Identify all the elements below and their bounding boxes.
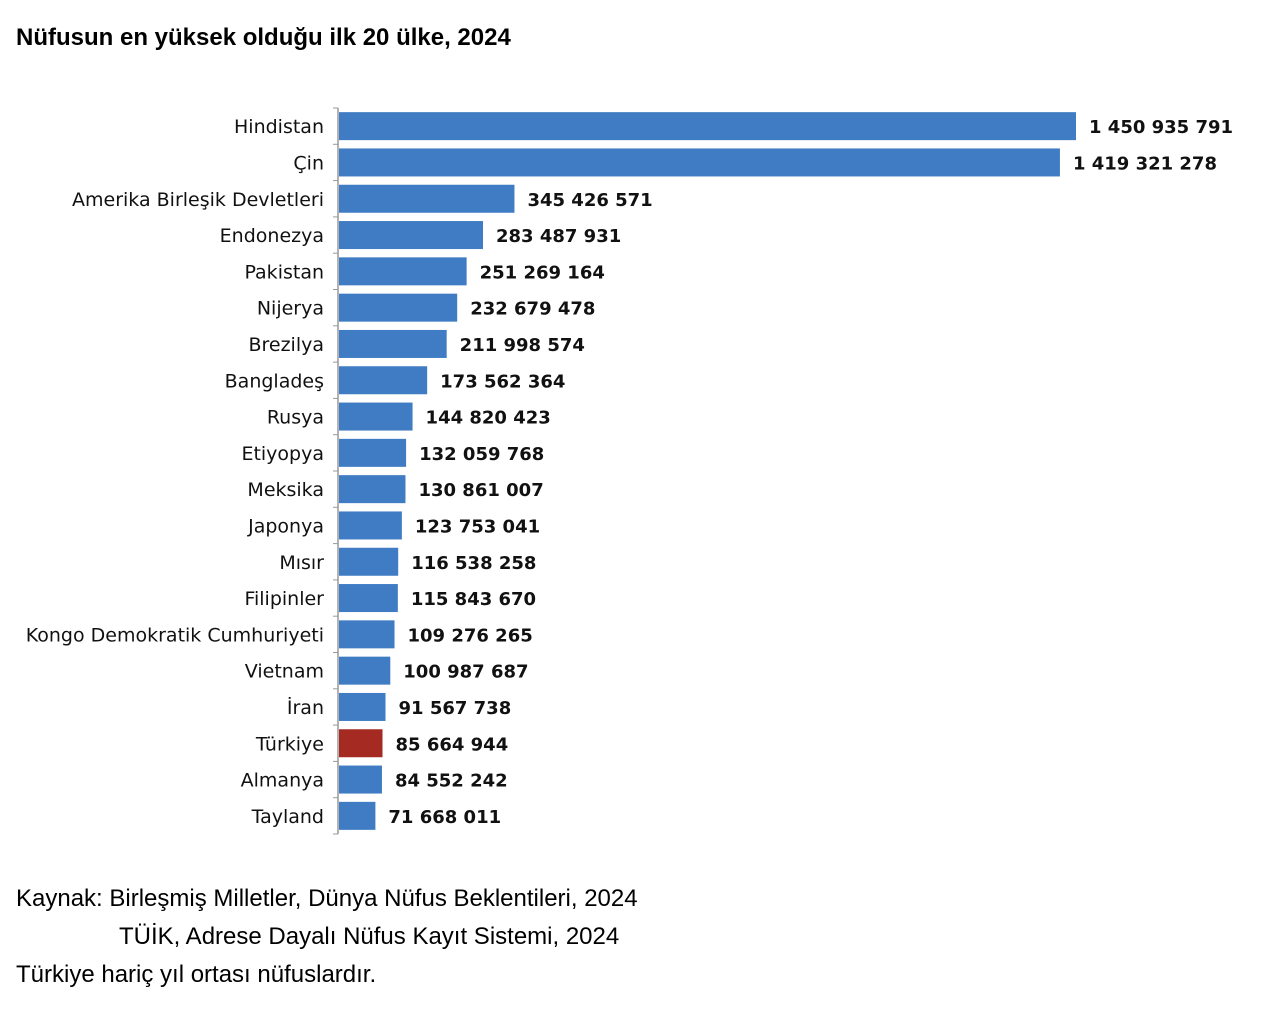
chart-axis	[333, 107, 339, 835]
category-label: Almanya	[241, 770, 324, 792]
category-label: Vietnam	[245, 661, 324, 683]
value-label: 345 426 571	[527, 190, 652, 211]
chart-labels: Hindistan 1 450 935 791 Çin 1 419 321 278 Am…	[26, 116, 1233, 828]
category-label: Endonezya	[220, 225, 324, 247]
bar	[339, 801, 376, 830]
category-label: İran	[287, 696, 324, 719]
value-label: 91 567 738	[399, 698, 512, 719]
category-label: Türkiye	[255, 733, 324, 755]
bar	[339, 765, 382, 794]
value-label: 173 562 364	[440, 371, 565, 392]
value-label: 232 679 478	[470, 299, 595, 320]
bar	[339, 584, 398, 613]
value-label: 109 276 265	[408, 625, 533, 646]
source-line-1: Kaynak: Birleşmiş Milletler, Dünya Nüfus…	[16, 880, 638, 918]
category-label: Çin	[293, 152, 324, 174]
value-label: 84 552 242	[395, 771, 508, 792]
category-label: Mısır	[279, 552, 324, 574]
bar	[339, 547, 399, 576]
value-label: 130 861 007	[418, 480, 543, 501]
chart-title: Nüfusun en yüksek olduğu ilk 20 ülke, 20…	[16, 24, 511, 51]
bar	[339, 112, 1076, 141]
value-label: 1 419 321 278	[1073, 153, 1217, 174]
bar	[339, 620, 395, 649]
value-label: 144 820 423	[426, 408, 551, 429]
value-label: 71 668 011	[388, 807, 501, 828]
bar	[339, 692, 386, 721]
category-label: Etiyopya	[241, 443, 324, 465]
category-label: Bangladeş	[225, 370, 324, 392]
category-label: Amerika Birleşik Devletleri	[72, 189, 324, 211]
category-label: Brezilya	[248, 334, 324, 356]
value-label: 115 843 670	[411, 589, 536, 610]
bar	[339, 221, 483, 250]
bar-chart: Hindistan 1 450 935 791 Çin 1 419 321 278 Am…	[26, 107, 1233, 835]
value-label: 211 998 574	[460, 335, 585, 356]
bar	[339, 475, 406, 504]
category-label: Meksika	[247, 479, 324, 501]
value-label: 132 059 768	[419, 444, 544, 465]
bar	[339, 656, 391, 685]
bar	[339, 402, 413, 431]
category-label: Japonya	[247, 515, 324, 537]
value-label: 283 487 931	[496, 226, 621, 247]
value-label: 85 664 944	[396, 734, 509, 755]
bar	[339, 257, 467, 286]
category-label: Rusya	[267, 407, 324, 429]
source-1: Birleşmiş Milletler, Dünya Nüfus Beklent…	[109, 885, 638, 912]
value-label: 1 450 935 791	[1089, 117, 1233, 138]
category-label: Nijerya	[257, 298, 324, 320]
bar	[339, 184, 515, 213]
bar	[339, 293, 458, 322]
bar	[339, 438, 407, 467]
bar	[339, 366, 428, 395]
category-label: Kongo Demokratik Cumhuriyeti	[26, 624, 324, 646]
footnote: Türkiye hariç yıl ortası nüfuslardır.	[16, 961, 377, 988]
bar	[339, 148, 1060, 177]
value-label: 116 538 258	[411, 553, 536, 574]
bar	[339, 729, 383, 758]
bar	[339, 329, 447, 358]
source-label: Kaynak:	[16, 885, 103, 912]
value-label: 123 753 041	[415, 516, 540, 537]
chart-notes: Kaynak: Birleşmiş Milletler, Dünya Nüfus…	[16, 880, 638, 994]
category-label: Hindistan	[234, 116, 324, 138]
value-label: 100 987 687	[403, 662, 528, 683]
category-label: Pakistan	[244, 261, 324, 283]
chart-bars	[339, 112, 1076, 830]
value-label: 251 269 164	[480, 262, 605, 283]
category-label: Filipinler	[244, 588, 324, 610]
category-label: Tayland	[251, 806, 324, 828]
source-2: TÜİK, Adrese Dayalı Nüfus Kayıt Sistemi,…	[119, 923, 620, 950]
bar	[339, 511, 402, 540]
